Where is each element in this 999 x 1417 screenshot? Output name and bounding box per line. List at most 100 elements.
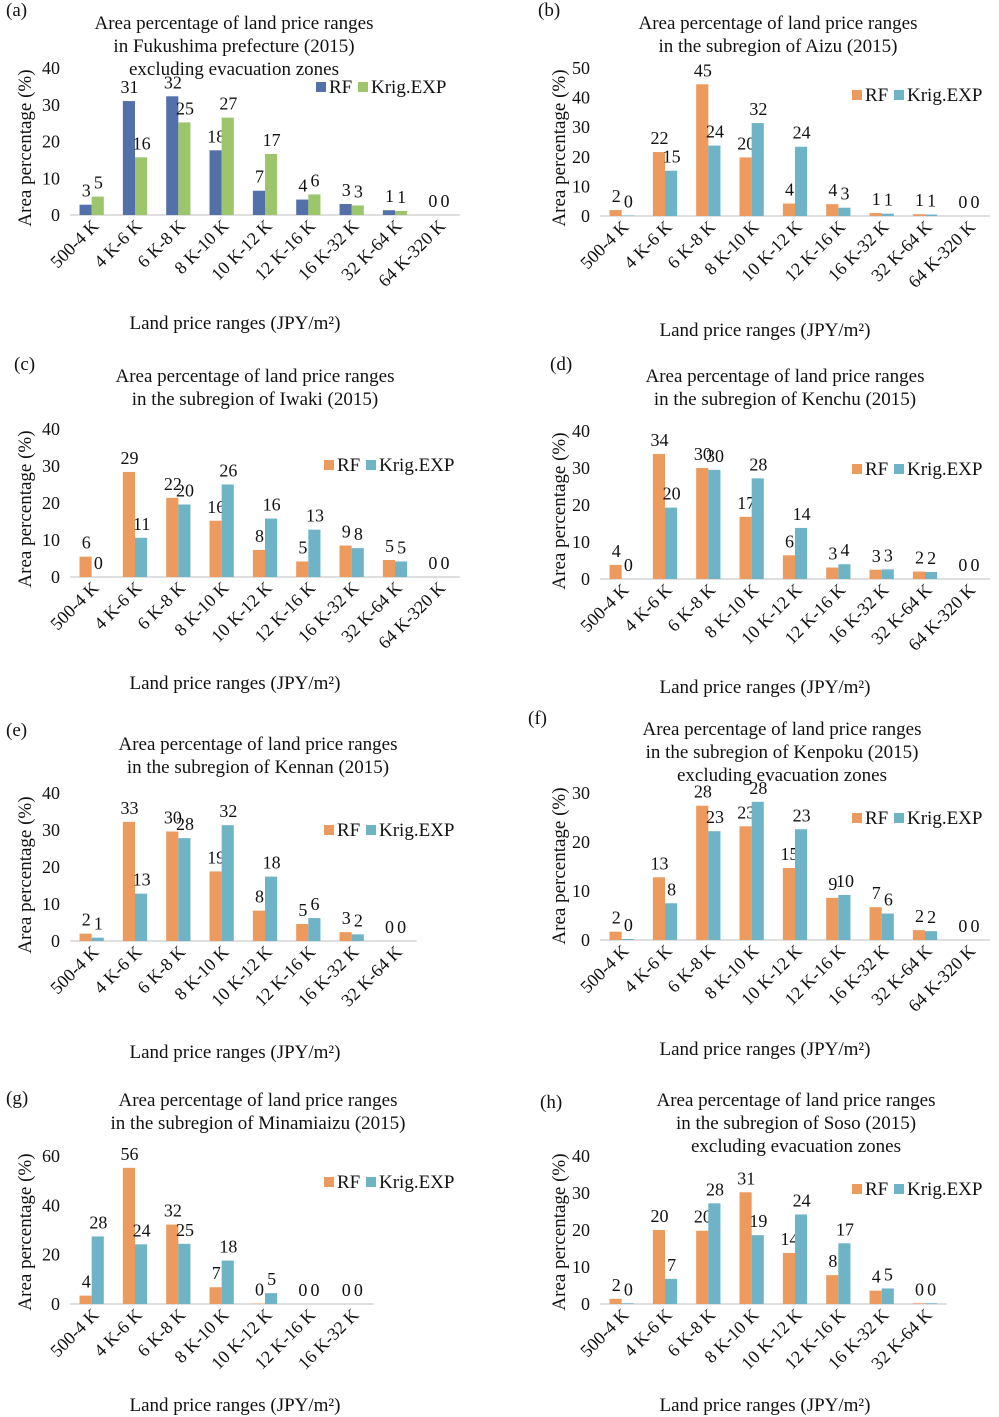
data-label: 24 xyxy=(706,122,724,142)
legend-swatch xyxy=(894,90,904,100)
bar-rf xyxy=(696,84,709,216)
bar-krig-exp xyxy=(91,196,104,215)
bar-rf xyxy=(826,897,839,940)
data-label: 34 xyxy=(651,430,669,450)
bar-rf xyxy=(339,203,352,215)
bar-rf xyxy=(209,1287,222,1304)
panel-label: (b) xyxy=(538,0,560,21)
data-label: 4 xyxy=(828,180,837,200)
data-label: 33 xyxy=(121,798,139,818)
legend-entry: RF xyxy=(337,820,360,841)
y-tick-label: 20 xyxy=(42,493,60,513)
data-label: 22 xyxy=(164,474,182,494)
legend-swatch xyxy=(852,813,862,823)
data-label: 10 xyxy=(836,871,854,891)
bar-rf xyxy=(209,520,222,577)
bar-rf xyxy=(652,877,665,940)
legend-swatch xyxy=(366,460,376,470)
data-label: 17 xyxy=(836,1219,854,1239)
data-label: 26 xyxy=(219,461,237,481)
x-axis-title: Land price ranges (JPY/m²) xyxy=(130,1042,341,1063)
x-tick-label: 4 K-6 K xyxy=(620,1305,676,1361)
bar-krig-exp xyxy=(351,205,364,215)
bar-rf xyxy=(869,1290,882,1304)
data-label: 29 xyxy=(121,448,139,468)
data-label: 13 xyxy=(651,853,669,873)
data-label: 0 xyxy=(624,191,633,211)
bar-krig-exp xyxy=(795,527,808,579)
data-label: 32 xyxy=(164,1201,182,1221)
bar-krig-exp xyxy=(881,569,894,579)
data-label: 19 xyxy=(207,847,225,867)
legend-entry: Krig.EXP xyxy=(379,1172,454,1193)
panel-label: (h) xyxy=(540,1092,562,1113)
bar-rf xyxy=(739,826,752,940)
bar-krig-exp xyxy=(838,564,851,579)
bar-krig-exp xyxy=(708,469,721,579)
chart-title-line: Area percentage of land price ranges xyxy=(656,1090,935,1111)
bar-krig-exp xyxy=(925,571,938,579)
panel-label: (c) xyxy=(14,354,35,375)
data-label: 25 xyxy=(176,98,194,118)
y-tick-label: 20 xyxy=(42,857,60,877)
data-label: 15 xyxy=(663,147,681,167)
data-label: 0 xyxy=(624,915,633,935)
data-label: 3 xyxy=(342,180,351,200)
data-label: 2 xyxy=(82,910,91,930)
data-label: 0 xyxy=(94,553,103,573)
data-label: 28 xyxy=(749,778,767,798)
chart-title-line: Area percentage of land price ranges xyxy=(94,13,373,34)
bar-rf xyxy=(79,556,92,577)
x-axis-title: Land price ranges (JPY/m²) xyxy=(660,1039,871,1060)
bar-krig-exp xyxy=(925,1303,938,1304)
y-tick-label: 10 xyxy=(572,532,590,552)
data-label: 19 xyxy=(749,1211,767,1231)
data-label: 3 xyxy=(342,908,351,928)
x-tick-label: 4 K-6 K xyxy=(90,216,146,272)
bar-rf xyxy=(122,101,135,215)
data-label: 5 xyxy=(385,536,394,556)
data-label: 8 xyxy=(667,879,676,899)
bar-krig-exp xyxy=(621,1303,634,1304)
bar-rf xyxy=(652,152,665,216)
data-label: 1 xyxy=(884,190,893,210)
bar-krig-exp xyxy=(665,1278,678,1304)
data-label: 3 xyxy=(828,544,837,564)
bar-rf xyxy=(696,805,709,940)
bar-rf xyxy=(912,571,925,579)
y-tick-label: 50 xyxy=(572,58,590,78)
data-label: 2 xyxy=(612,186,621,206)
data-label: 31 xyxy=(737,1168,755,1188)
legend-entry: Krig.EXP xyxy=(907,459,982,480)
data-label: 18 xyxy=(263,853,281,873)
bar-rf xyxy=(826,567,839,579)
data-label: 28 xyxy=(749,454,767,474)
data-label: 5 xyxy=(94,173,103,193)
data-label: 24 xyxy=(133,1220,151,1240)
y-axis-title: Area percentage (%) xyxy=(15,796,36,953)
bar-krig-exp xyxy=(665,170,678,216)
data-label: 45 xyxy=(694,60,712,80)
bar-krig-exp xyxy=(221,1260,234,1304)
legend-entry: RF xyxy=(865,85,888,106)
data-label: 32 xyxy=(164,72,182,92)
bar-rf xyxy=(382,210,395,215)
panel-label: (e) xyxy=(6,720,27,741)
data-label: 28 xyxy=(89,1212,107,1232)
data-label: 4 xyxy=(841,540,850,560)
data-label: 0 xyxy=(441,553,450,573)
data-label: 4 xyxy=(872,1267,881,1287)
chart-title-line: Area percentage of land price ranges xyxy=(118,734,397,755)
bar-rf xyxy=(739,1192,752,1304)
bar-rf xyxy=(782,1252,795,1304)
bar-rf xyxy=(869,907,882,940)
data-label: 2 xyxy=(354,910,363,930)
bar-krig-exp xyxy=(925,214,938,216)
data-label: 5 xyxy=(298,900,307,920)
chart-panel-3: (c) Area percentage of land price rangesi… xyxy=(14,354,460,694)
bar-krig-exp xyxy=(708,1203,721,1304)
y-tick-label: 20 xyxy=(572,495,590,515)
data-label: 0 xyxy=(971,916,980,936)
data-label: 2 xyxy=(927,548,936,568)
chart-panel-6: (f) Area percentage of land price rangesi… xyxy=(528,708,990,1060)
